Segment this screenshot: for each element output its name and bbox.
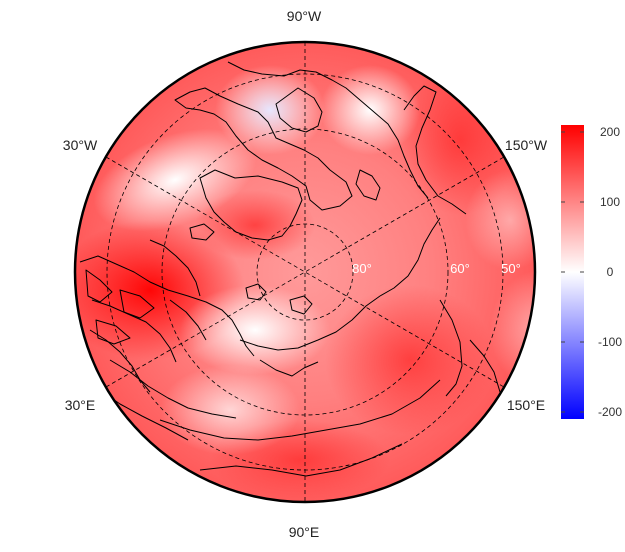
lat-label-80: 80°: [352, 261, 372, 276]
lon-label-upper-left: 30°W: [63, 137, 98, 153]
cool-spot-canada: [215, 65, 325, 155]
colorbar-tick-label: 100: [600, 195, 620, 209]
lat-label-60: 60°: [450, 261, 470, 276]
coastlines: [79, 61, 501, 477]
colorbar-tick-label: 200: [600, 125, 620, 139]
lon-label-lower-left: 30°E: [65, 397, 96, 413]
lon-label-top: 90°W: [287, 8, 322, 24]
lon-label-bottom: 90°E: [289, 524, 320, 540]
colorbar: 200 100 0 -100 -200: [561, 125, 622, 419]
map-border: [73, 40, 537, 504]
colorbar-tick-label: -100: [598, 335, 622, 349]
hot-spot-siberia: [325, 285, 495, 435]
anomaly-field: [75, 42, 535, 502]
lon-label-upper-right: 150°W: [505, 137, 548, 153]
colorbar-tick-label: 0: [607, 265, 614, 279]
colorbar-tick-label: -200: [598, 405, 622, 419]
lat-label-50: 50°: [501, 261, 521, 276]
colorbar-ramp: [561, 125, 584, 419]
graticule: [105, 42, 505, 502]
lon-label-lower-right: 150°E: [507, 397, 545, 413]
